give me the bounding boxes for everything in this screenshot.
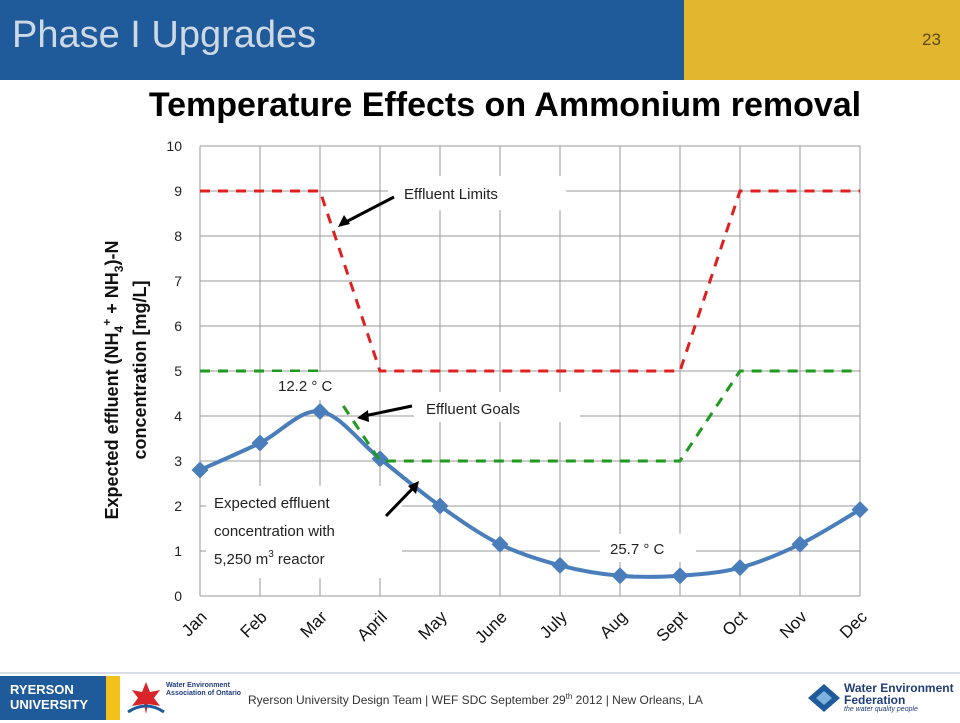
y-tick-label: 4	[174, 408, 182, 424]
x-tick-label: July	[536, 607, 571, 642]
ylabel-part-2: + NH	[102, 272, 122, 319]
ylabel-sub-3: 3	[112, 265, 126, 272]
annotation-expected-line3: 5,250 m3 reactor	[214, 549, 325, 568]
data-point-expected	[731, 559, 749, 577]
chart: 0 1 2 3 4 5 6 7 8 9 10 Jan Feb Mar April May June July Au…	[100, 138, 871, 647]
annotation-bg-temp-high	[268, 372, 358, 400]
data-point-expected	[311, 403, 329, 420]
data-point-expected	[191, 461, 209, 479]
annotation-expected-line2: concentration with	[214, 523, 335, 540]
y-tick-label: 10	[166, 138, 182, 154]
arrow-limits-head	[338, 215, 350, 227]
x-tick-label: Aug	[596, 607, 631, 642]
data-point-expected	[791, 535, 809, 553]
header-bar	[0, 0, 684, 80]
wef-emblem-icon	[808, 684, 840, 712]
y-axis-label: Expected effluent (NH4+ + NH3)-N	[100, 241, 126, 520]
y-tick-label: 9	[174, 183, 182, 199]
footer-divider	[0, 672, 960, 674]
slide-number: 23	[922, 30, 941, 49]
data-point-expected	[671, 567, 689, 585]
annotation-bg-temp-low	[600, 534, 696, 562]
annotation-bg-goals	[414, 392, 580, 422]
footer-text: Ryerson University Design Team | WEF SDC…	[248, 692, 703, 707]
x-tick-label: May	[415, 607, 451, 643]
series-line-goals	[200, 369, 860, 463]
data-point-expected	[851, 501, 869, 519]
y-tick-label: 3	[174, 453, 182, 469]
data-point-expected	[551, 556, 569, 574]
ryerson-line1: RYERSON	[10, 682, 74, 697]
wef-tagline: the water quality people	[844, 706, 918, 713]
series-line-expected	[199, 409, 862, 579]
x-tick-label: April	[353, 607, 390, 644]
wef-logo: Water Environment Federation the water qu…	[806, 680, 960, 720]
arrow-limits	[341, 195, 395, 226]
ylabel-sup-plus: +	[100, 319, 114, 326]
data-point-expected	[251, 434, 269, 452]
ryerson-logo: RYERSON UNIVERSITY	[0, 676, 120, 720]
ylabel-sub-4: 4	[112, 325, 126, 332]
series-line-limits	[200, 189, 860, 373]
annotation-temp-low: 25.7 ° C	[610, 541, 665, 558]
ryerson-logo-bar	[106, 676, 120, 720]
annotation-temp-high: 12.2 ° C	[278, 378, 333, 395]
annotation-bg-expected	[206, 486, 402, 578]
x-tick-label: Sept	[653, 607, 691, 645]
ylabel-part-1: Expected effluent (NH	[102, 332, 122, 519]
arrow-goals-head	[357, 410, 369, 422]
y-tick-label: 5	[174, 363, 182, 379]
x-tick-label: Nov	[776, 607, 811, 642]
annotation-effluent-goals: Effluent Goals	[426, 401, 520, 418]
y-axis: 0 1 2 3 4 5 6 7 8 9 10	[166, 138, 182, 604]
chart-series	[191, 189, 869, 585]
data-point-expected	[491, 535, 509, 553]
y-tick-label: 6	[174, 318, 182, 334]
weao-text: Water Environment Association of Ontario	[166, 682, 242, 697]
y-tick-label: 7	[174, 273, 182, 289]
arrow-goals	[363, 404, 413, 418]
ryerson-line2: UNIVERSITY	[10, 697, 89, 712]
x-tick-label: June	[471, 607, 511, 647]
x-tick-label: Dec	[836, 607, 871, 642]
x-tick-label: Feb	[237, 607, 271, 641]
ylabel-part-3: )-N	[102, 241, 122, 266]
chart-title: Temperature Effects on Ammonium removal	[148, 86, 862, 124]
x-axis: Jan Feb Mar April May June July Aug Sept Oct Nov De…	[178, 607, 871, 647]
slide-title: Phase I Upgrades	[12, 14, 317, 56]
annotation-bg-limits	[388, 176, 566, 210]
y-tick-label: 2	[174, 498, 182, 514]
y-tick-label: 8	[174, 228, 182, 244]
y-axis-label-line2: concentration [mg/L]	[130, 281, 150, 460]
header-accent	[684, 0, 960, 80]
annotation-expected-line1: Expected effluent	[214, 495, 330, 512]
x-tick-label: Oct	[719, 607, 751, 639]
arrow-expected	[384, 485, 416, 518]
arrow-expected-head	[408, 481, 419, 494]
data-point-expected	[611, 567, 629, 585]
y-tick-label: 1	[174, 543, 182, 559]
annotation-effluent-limits: Effluent Limits	[404, 186, 498, 203]
weao-logo: Water Environment Association of Ontario	[126, 678, 244, 718]
weao-emblem-icon	[127, 682, 165, 714]
y-tick-label: 0	[174, 588, 182, 604]
data-point-expected	[431, 497, 449, 515]
wef-name: Water Environment Federation	[844, 681, 954, 707]
x-tick-label: Jan	[178, 607, 211, 640]
x-tick-label: Mar	[297, 607, 331, 641]
